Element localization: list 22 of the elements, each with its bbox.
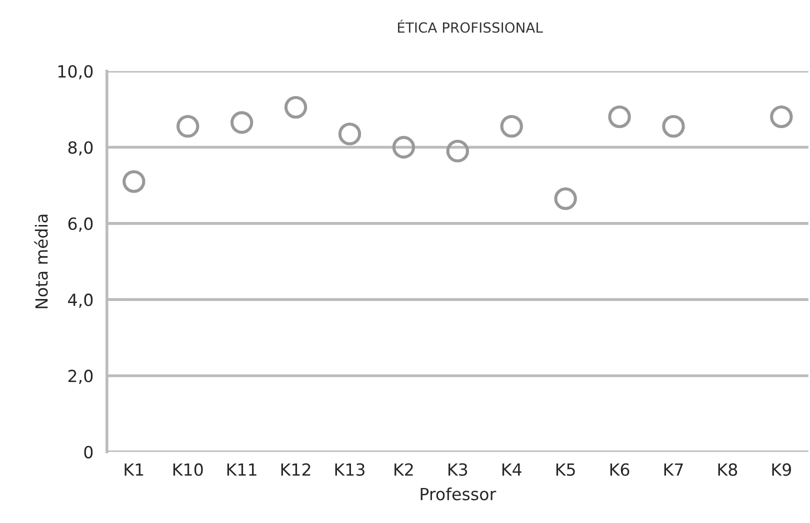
y-tick-label: 4,0 — [68, 294, 93, 308]
x-tick-label: K5 — [556, 463, 575, 476]
chart-title: ÉTICA PROFISSIONAL — [398, 20, 543, 33]
y-axis-title: Nota média — [34, 214, 48, 308]
x-tick-label: K2 — [394, 463, 413, 476]
x-tick-label: K13 — [335, 463, 364, 476]
y-tick-label: 6,0 — [68, 217, 93, 232]
x-tick-label: K10 — [173, 463, 203, 476]
y-tick-label: 10,0 — [58, 65, 93, 80]
x-tick-label: K9 — [772, 463, 791, 476]
x-tick-label: K1 — [124, 463, 144, 476]
x-tick-label: K3 — [448, 463, 468, 476]
x-tick-label: K11 — [227, 463, 256, 476]
y-tick-label: 2,0 — [68, 370, 93, 384]
x-axis-title: Professor — [420, 487, 496, 500]
x-tick-label: K8 — [718, 463, 738, 476]
y-tick-label: 8,0 — [68, 141, 93, 156]
x-tick-label: K7 — [664, 463, 683, 476]
x-tick-label: K6 — [610, 463, 630, 476]
y-tick-label: 0 — [84, 446, 93, 458]
x-tick-label: K4 — [502, 463, 522, 476]
x-tick-label: K12 — [281, 463, 310, 476]
